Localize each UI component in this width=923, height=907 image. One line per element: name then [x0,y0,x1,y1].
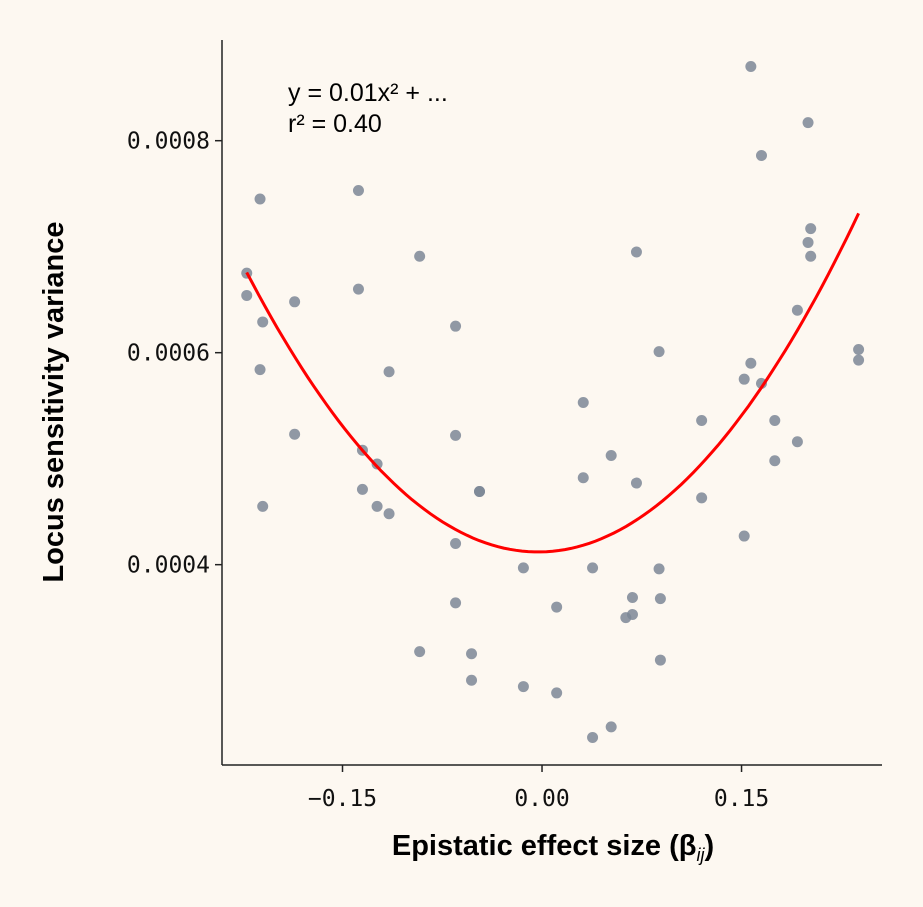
y-tick-label: 0.0004 [127,553,210,579]
data-point [352,283,364,295]
data-point [738,530,750,542]
data-point [653,563,665,575]
data-point [352,185,364,197]
data-point [517,681,529,693]
data-point [517,562,529,574]
y-tick-label: 0.0008 [127,129,210,155]
data-point [551,601,563,613]
data-point [626,608,638,620]
data-point [466,648,478,660]
data-point [414,646,426,658]
points-layer [241,60,865,743]
data-point [383,366,395,378]
data-point [241,289,253,301]
x-tick-label: 0.00 [514,786,569,812]
x-axis-label: Epistatic effect size (βij) [392,830,714,865]
data-point [371,458,383,470]
data-point [466,674,478,686]
data-point [696,492,708,504]
x-axis-label-close: ) [704,830,714,862]
data-point [791,436,803,448]
data-point [587,731,599,743]
data-point [587,562,599,574]
x-tick-label: 0.15 [714,786,769,812]
data-point [802,117,814,129]
fit-curve [245,212,860,554]
data-point [414,250,426,262]
data-point [626,592,638,604]
data-point [805,250,817,262]
data-point [654,593,666,605]
data-point [755,150,767,162]
data-point [769,455,781,467]
data-point [577,397,589,408]
r-squared-annotation: r² = 0.40 [288,110,382,138]
x-axis-label-sub: ij [696,845,705,865]
data-point [738,373,750,385]
data-point [356,483,368,495]
data-point [257,316,269,328]
equation-annotation: y = 0.01x² + ... [288,79,448,107]
data-point [853,344,865,356]
y-axis-label: Locus sensitivity variance [38,221,70,582]
data-point [577,472,589,484]
data-point [853,354,865,366]
data-point [551,687,563,699]
data-point [696,415,708,427]
data-point [791,304,803,316]
data-point [450,320,462,332]
data-point [289,296,301,308]
data-point [630,477,642,489]
data-point [289,428,301,440]
x-ticks: −0.15 0.00 0.15 [308,765,769,812]
data-point [371,500,383,512]
data-point [257,500,269,512]
data-point [769,415,781,427]
data-point [254,193,266,205]
x-tick-label: −0.15 [308,786,377,812]
data-point [630,246,642,258]
data-point [450,597,462,609]
data-point [450,429,462,441]
data-point [474,486,486,498]
data-point [745,357,757,369]
x-axis-label-main: Epistatic effect size (β [392,830,697,862]
data-point [653,346,665,358]
data-point [745,60,757,72]
y-ticks: 0.0004 0.0006 0.0008 [127,129,222,579]
data-point [605,449,617,461]
data-point [254,364,266,376]
y-tick-label: 0.0006 [127,341,210,367]
data-point [654,654,666,666]
data-point [450,537,462,549]
data-point [605,721,617,733]
data-point [383,508,395,520]
data-point [802,236,814,248]
data-point [805,223,817,235]
